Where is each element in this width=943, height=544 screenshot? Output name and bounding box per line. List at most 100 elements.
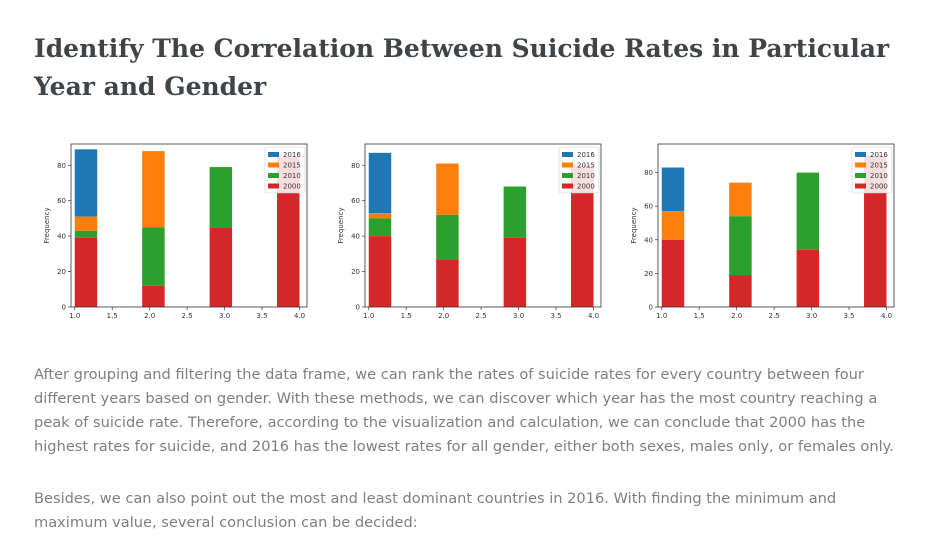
bar-2015: [436, 163, 459, 215]
legend-swatch-2010: [562, 173, 573, 178]
y-tick-label: 60: [57, 197, 66, 205]
bar-2010: [729, 216, 752, 276]
bar-2000: [436, 259, 459, 307]
x-tick-label: 3.0: [806, 312, 817, 320]
y-tick-label: 80: [351, 162, 360, 170]
x-tick-label: 2.5: [769, 312, 780, 320]
plot-frame: [657, 143, 895, 308]
legend-label: 2000: [577, 183, 595, 191]
y-axis-label: Frequency: [630, 207, 638, 243]
x-tick-label: 3.0: [513, 312, 524, 320]
legend-swatch-2016: [268, 152, 279, 157]
x-tick-label: 1.0: [656, 312, 667, 320]
bar-2015: [729, 182, 752, 217]
legend-swatch-2016: [855, 152, 866, 157]
x-tick-label: 1.5: [401, 312, 412, 320]
legend-box: [851, 146, 893, 194]
bar-2010: [142, 227, 165, 286]
y-tick-label: 60: [351, 197, 360, 205]
y-tick-label: 0: [356, 304, 360, 312]
bar-2016: [74, 149, 98, 217]
x-tick-label: 4.0: [294, 312, 305, 320]
y-axis-label: Frequency: [43, 207, 51, 243]
bar-2015: [368, 213, 392, 219]
chart-both-sexes: 1.0 1.5 2.0 2.5 3.0 3.5 4.0 0 20 40 60 80 Frequency 2…: [35, 138, 311, 326]
chart-females: 1.0 1.5 2.0 2.5 3.0 3.5 4.0 0 20 40 60 80 Frequency 2…: [622, 138, 898, 326]
legend-label: 2016: [870, 151, 888, 159]
y-tick-label: 20: [644, 270, 653, 278]
x-tick-label: 1.0: [363, 312, 374, 320]
y-tick-label: 80: [644, 169, 653, 177]
x-tick-label: 4.0: [881, 312, 892, 320]
x-tick-label: 2.0: [731, 312, 742, 320]
legend-label: 2015: [283, 162, 301, 170]
chart-svg: 1.0 1.5 2.0 2.5 3.0 3.5 4.0 0 20 40 60 80 Frequency 2…: [43, 143, 308, 320]
bar-2010: [74, 230, 98, 238]
bar-2015: [661, 211, 685, 240]
legend-label: 2016: [577, 151, 595, 159]
y-tick-label: 0: [62, 304, 66, 312]
legend-swatch-2010: [268, 173, 279, 178]
plot-frame: [70, 143, 308, 308]
x-tick-label: 3.5: [843, 312, 854, 320]
plot-frame: [364, 143, 602, 308]
chart-svg: 1.0 1.5 2.0 2.5 3.0 3.5 4.0 0 20 40 60 80 Frequency 2…: [630, 143, 895, 320]
paragraph-dominant-countries: Besides, we can also point out the most …: [34, 490, 837, 531]
y-tick-label: 20: [57, 268, 66, 276]
bar-2000: [209, 227, 233, 307]
bar-2000: [503, 237, 527, 307]
bar-2010: [368, 218, 392, 237]
x-tick-label: 3.0: [219, 312, 230, 320]
paragraph-summary: After grouping and filtering the data fr…: [34, 366, 894, 455]
legend-label: 2010: [283, 172, 301, 180]
legend-swatch-2016: [562, 152, 573, 157]
legend-label: 2010: [577, 172, 595, 180]
legend-label: 2015: [577, 162, 595, 170]
x-tick-label: 2.0: [438, 312, 449, 320]
legend-swatch-2000: [268, 183, 279, 189]
bar-2000: [729, 275, 752, 307]
legend-swatch-2010: [855, 173, 866, 178]
legend-label: 2015: [870, 162, 888, 170]
bar-2010: [209, 167, 233, 228]
chart-males: 1.0 1.5 2.0 2.5 3.0 3.5 4.0 0 20 40 60 80 Frequency 2…: [329, 138, 605, 326]
y-tick-label: 40: [351, 233, 360, 241]
bar-2016: [661, 167, 685, 212]
x-tick-label: 1.5: [694, 312, 705, 320]
bar-2010: [796, 172, 820, 250]
bar-2016: [368, 152, 392, 214]
bar-2010: [503, 186, 527, 238]
bar-2000: [864, 155, 887, 307]
x-tick-label: 2.5: [476, 312, 487, 320]
y-tick-label: 40: [644, 236, 653, 244]
legend-label: 2000: [283, 183, 301, 191]
legend-swatch-2015: [562, 162, 573, 168]
y-axis-label: Frequency: [337, 207, 345, 243]
bar-2000: [661, 239, 685, 307]
bar-2000: [368, 236, 392, 307]
x-tick-label: 2.5: [182, 312, 193, 320]
article-title: Identify The Correlation Between Suicide…: [34, 34, 890, 101]
chart-svg: 1.0 1.5 2.0 2.5 3.0 3.5 4.0 0 20 40 60 80 Frequency 2…: [337, 143, 602, 320]
bar-2010: [436, 214, 459, 260]
bar-2000: [74, 237, 98, 307]
bar-2015: [142, 151, 165, 228]
bar-2000: [142, 285, 165, 307]
y-tick-label: 0: [649, 304, 653, 312]
legend-swatch-2015: [855, 162, 866, 168]
bar-2015: [74, 216, 98, 231]
y-tick-label: 60: [644, 203, 653, 211]
bar-2000: [277, 156, 300, 307]
legend-label: 2000: [870, 183, 888, 191]
y-tick-label: 20: [351, 268, 360, 276]
legend-box: [264, 146, 306, 194]
legend-label: 2016: [283, 151, 301, 159]
y-tick-label: 40: [57, 233, 66, 241]
x-tick-label: 1.5: [107, 312, 118, 320]
legend-label: 2010: [870, 172, 888, 180]
x-tick-label: 3.5: [550, 312, 561, 320]
x-tick-label: 1.0: [69, 312, 80, 320]
y-tick-label: 80: [57, 162, 66, 170]
bar-2000: [796, 249, 820, 307]
x-tick-label: 3.5: [256, 312, 267, 320]
